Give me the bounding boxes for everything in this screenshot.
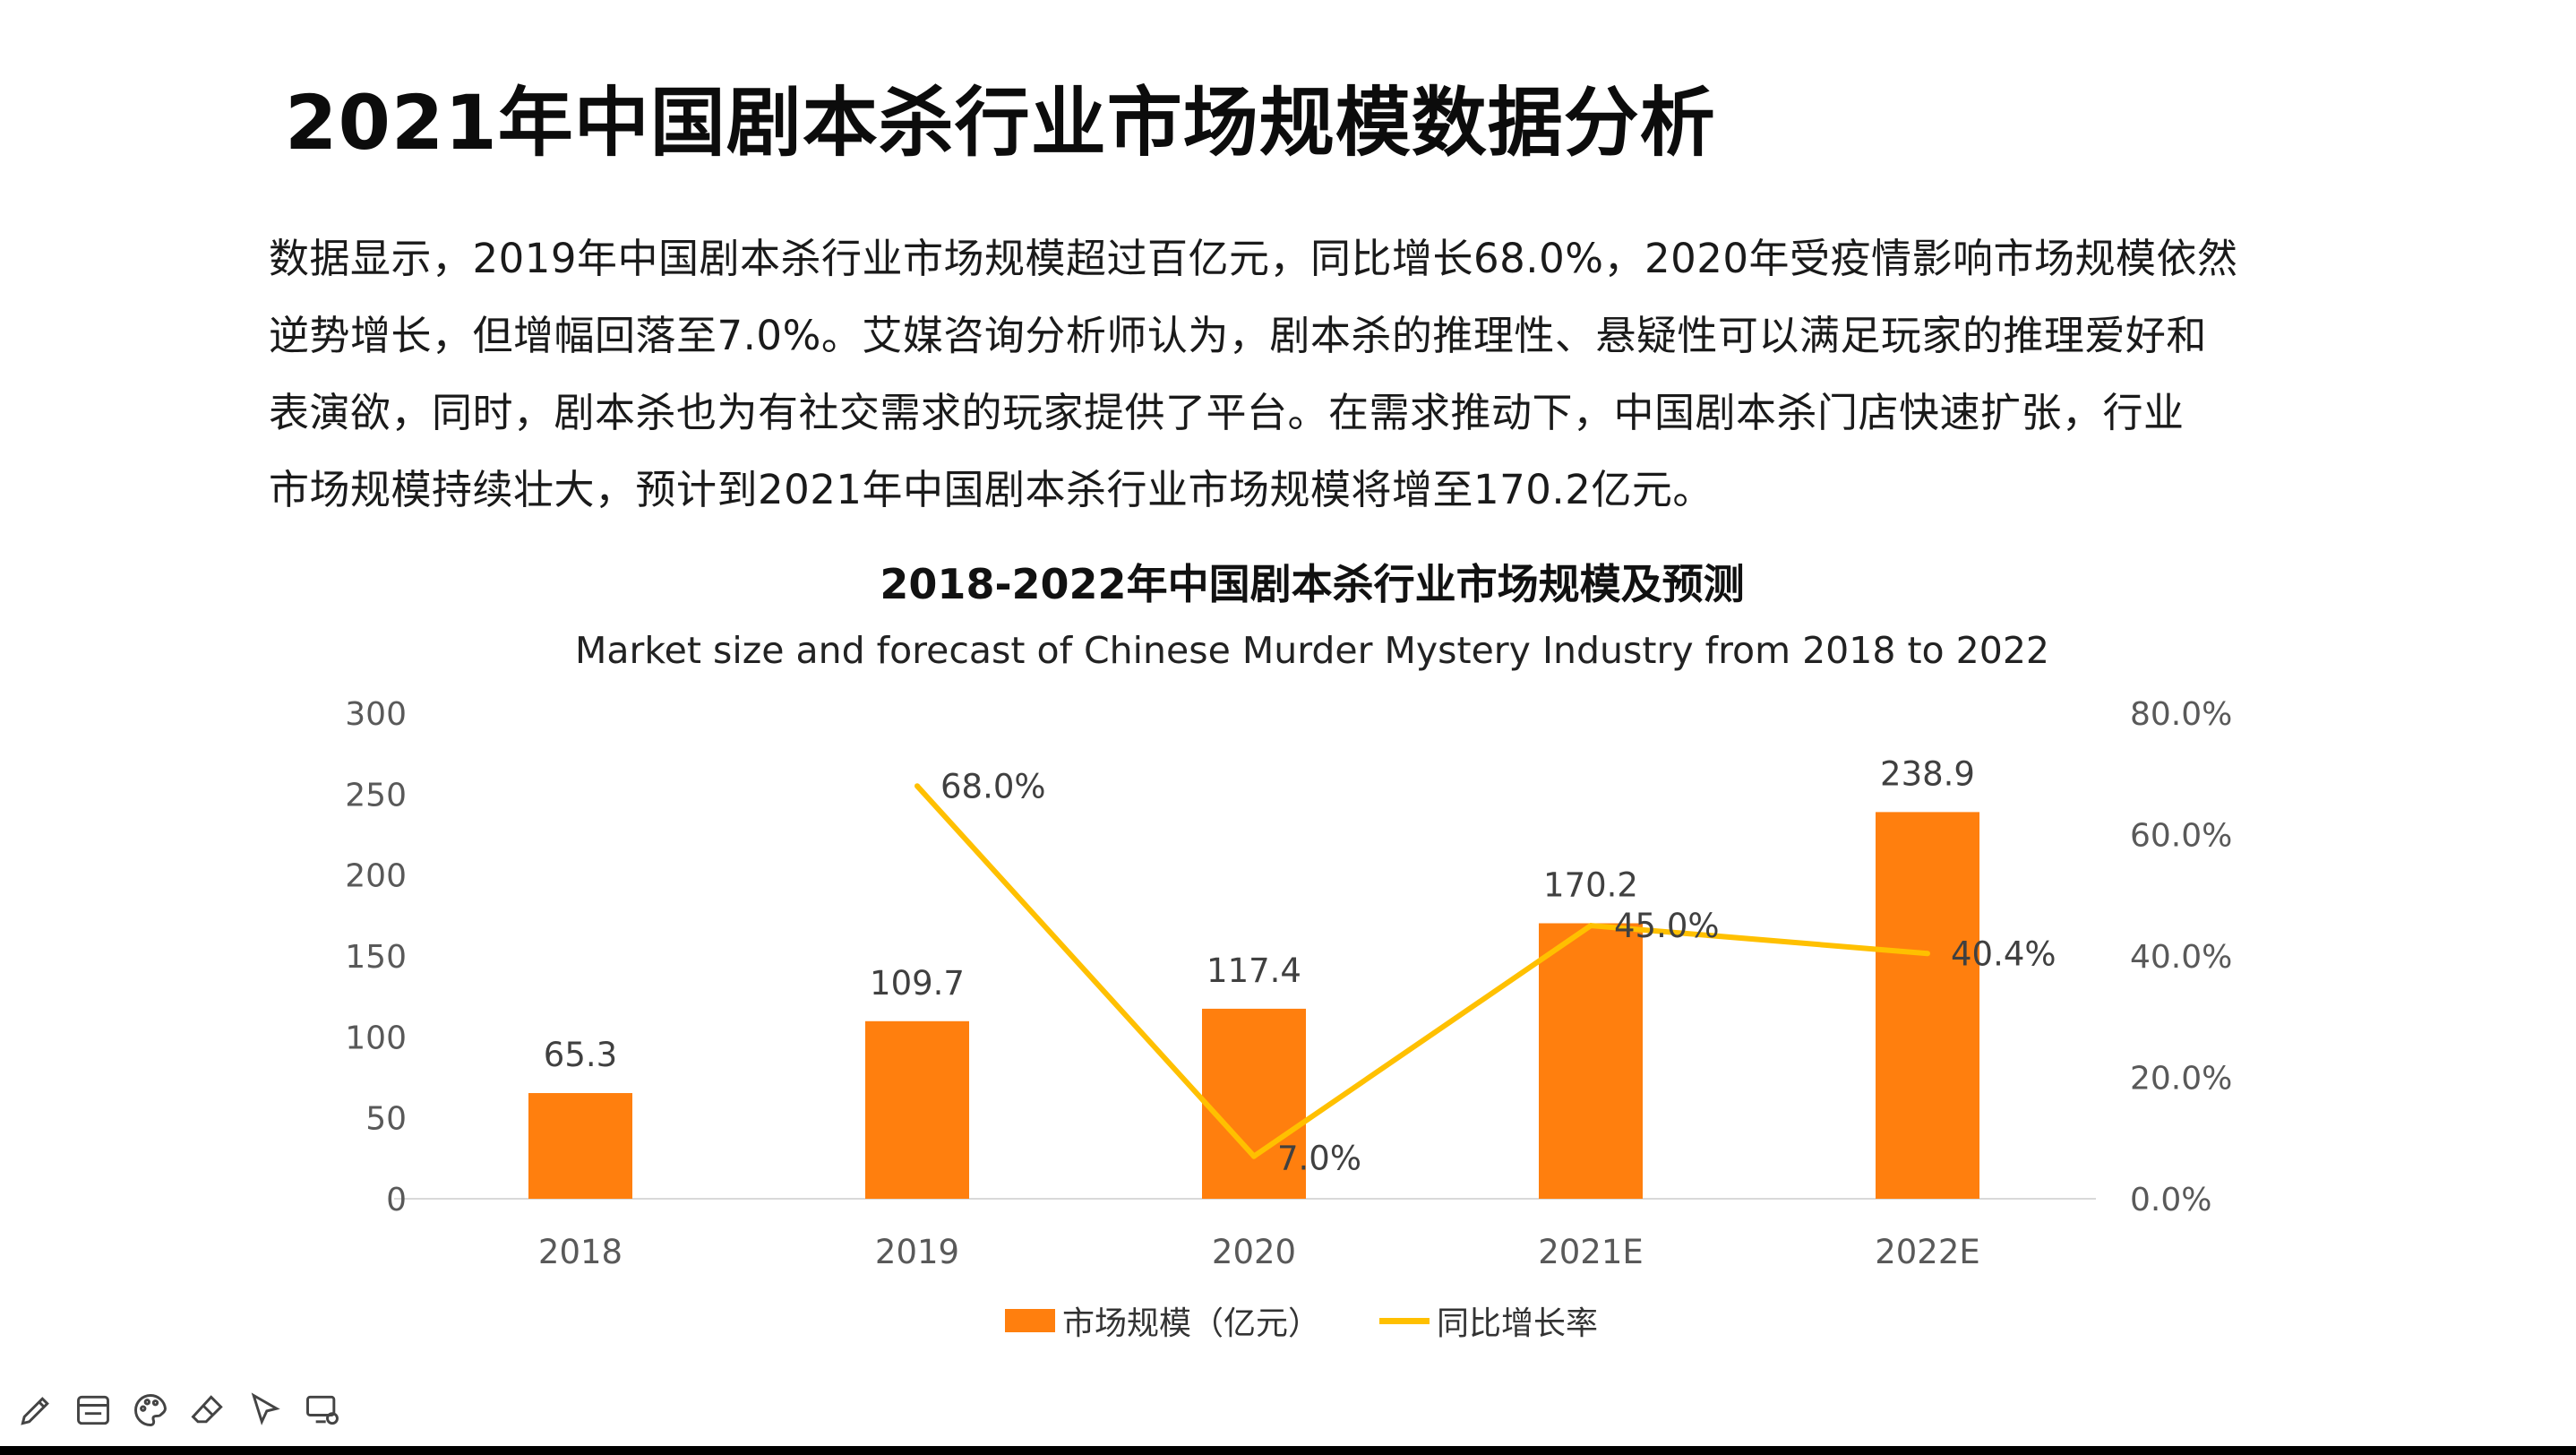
legend-item-growth-rate: 同比增长率 — [1379, 1297, 1598, 1344]
chart-title: 2018-2022年中国剧本杀行业市场规模及预测 — [880, 560, 1745, 608]
legend-label-market-size: 市场规模（亿元） — [1062, 1305, 1321, 1342]
y-right-tick-label: 60.0% — [2130, 818, 2232, 855]
line-point-growth-rate — [914, 783, 920, 789]
y-left-tick-label: 50 — [365, 1101, 407, 1138]
body-line: 数据显示，2019年中国剧本杀行业市场规模超过百亿元，同比增长68.0%，202… — [269, 235, 2238, 282]
line-data-label: 45.0% — [1614, 907, 1720, 945]
palette-icon — [134, 1394, 167, 1426]
y-right-tick-label: 40.0% — [2130, 939, 2232, 976]
body-line: 逆势增长，但增幅回落至7.0%。艾媒咨询分析师认为，剧本杀的推理性、悬疑性可以满… — [269, 312, 2207, 359]
slide-title: 2021年中国剧本杀行业市场规模数据分析 — [285, 79, 1716, 167]
y-right-tick-label: 0.0% — [2130, 1182, 2211, 1218]
bar-market-size — [865, 1020, 969, 1199]
x-tick-label: 2022E — [1875, 1233, 1980, 1271]
chart-legend: 市场规模（亿元） 同比增长率 — [1005, 1297, 1657, 1344]
line-point-growth-rate — [1588, 923, 1593, 929]
palette-tool-button[interactable] — [129, 1389, 172, 1432]
body-line: 市场规模持续壮大，预计到2021年中国剧本杀行业市场规模将增至170.2亿元。 — [269, 466, 1713, 513]
x-tick-label: 2018 — [538, 1233, 623, 1271]
legend-swatch-line — [1379, 1317, 1430, 1324]
y-left-tick-label: 0 — [386, 1182, 407, 1218]
bar-data-label: 109.7 — [870, 964, 965, 1003]
window-icon — [77, 1395, 109, 1425]
bar-data-label: 170.2 — [1543, 866, 1638, 905]
line-point-growth-rate — [1925, 951, 1930, 957]
presentation-toolbar — [14, 1389, 358, 1432]
screen-settings-icon — [306, 1395, 339, 1425]
screen-settings-tool-button[interactable] — [301, 1389, 344, 1432]
pen-tool-button[interactable] — [14, 1389, 57, 1432]
line-data-label: 40.4% — [1951, 934, 2057, 973]
body-line: 表演欲，同时，剧本杀也为有社交需求的玩家提供了平台。在需求推动下，中国剧本杀门店… — [269, 389, 2185, 436]
chart-subtitle: Market size and forecast of Chinese Murd… — [574, 629, 2049, 672]
bar-market-size — [1876, 812, 1979, 1199]
eraser-icon — [191, 1395, 223, 1424]
x-tick-label: 2020 — [1212, 1233, 1296, 1271]
body-paragraph: 数据显示，2019年中国剧本杀行业市场规模超过百亿元，同比增长68.0%，202… — [269, 220, 2329, 529]
legend-item-market-size: 市场规模（亿元） — [1005, 1297, 1320, 1344]
y-right-tick-label: 80.0% — [2130, 696, 2232, 733]
y-left-tick-label: 200 — [345, 858, 407, 895]
y-left-tick-label: 250 — [345, 777, 407, 814]
legend-swatch-bar — [1005, 1309, 1055, 1332]
x-tick-label: 2019 — [875, 1233, 959, 1271]
pointer-icon — [251, 1392, 280, 1425]
pointer-tool-button[interactable] — [244, 1389, 287, 1432]
x-tick-label: 2021E — [1538, 1233, 1644, 1271]
bar-data-label: 65.3 — [544, 1036, 617, 1074]
line-data-label: 68.0% — [940, 767, 1046, 805]
bar-market-size — [528, 1093, 632, 1199]
y-left-tick-label: 300 — [345, 696, 407, 733]
window-tool-button[interactable] — [72, 1389, 115, 1432]
bar-data-label: 117.4 — [1206, 951, 1301, 990]
line-growth-rate — [914, 784, 1928, 1159]
line-point-growth-rate — [1251, 1153, 1257, 1159]
bar-data-label: 238.9 — [1880, 754, 1975, 793]
y-left-tick-label: 150 — [345, 939, 407, 976]
pen-icon — [21, 1397, 49, 1425]
eraser-tool-button[interactable] — [186, 1389, 229, 1432]
bottom-bar — [0, 1446, 2576, 1455]
bar-market-size — [1539, 923, 1643, 1199]
legend-label-growth-rate: 同比增长率 — [1437, 1305, 1599, 1342]
line-data-label: 7.0% — [1277, 1140, 1361, 1178]
bar-market-size — [1202, 1008, 1306, 1199]
y-left-tick-label: 100 — [345, 1020, 407, 1056]
y-right-tick-label: 20.0% — [2130, 1061, 2232, 1098]
